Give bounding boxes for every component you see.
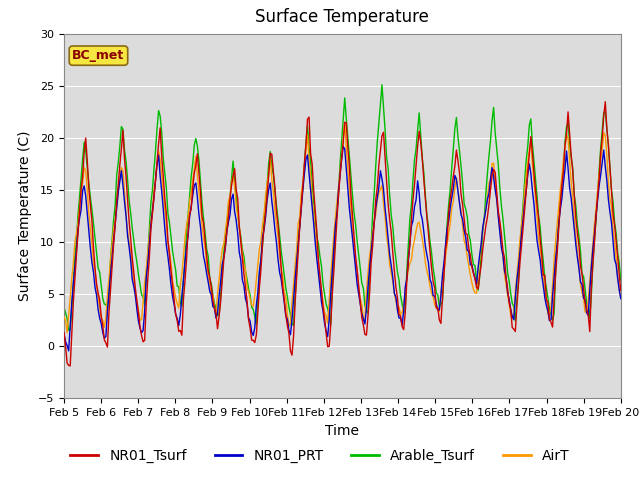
AirT (305, 157, 313, 163)
NR01_Tsurf (617, 288, 625, 293)
X-axis label: Time: Time (325, 424, 360, 438)
NR01_PRT (130, 284, 138, 289)
Arable_Tsurf (378, 82, 386, 88)
Line: NR01_Tsurf: NR01_Tsurf (64, 102, 621, 366)
NR01_Tsurf (130, 270, 138, 276)
NR01_PRT (589, 246, 596, 252)
Y-axis label: Surface Temperature (C): Surface Temperature (C) (19, 131, 33, 301)
Arable_Tsurf (130, 238, 138, 244)
Arable_Tsurf (246, 292, 254, 298)
NR01_Tsurf (246, 325, 254, 331)
AirT (130, 278, 138, 284)
NR01_Tsurf (60, 329, 68, 335)
Legend: NR01_Tsurf, NR01_PRT, Arable_Tsurf, AirT: NR01_Tsurf, NR01_PRT, Arable_Tsurf, AirT (65, 443, 575, 468)
Arable_Tsurf (305, 145, 313, 151)
NR01_PRT (246, 318, 254, 324)
AirT (228, 180, 236, 185)
NR01_Tsurf (602, 99, 609, 105)
Arable_Tsurf (255, 272, 263, 278)
Arable_Tsurf (617, 277, 625, 283)
Arable_Tsurf (228, 177, 236, 183)
NR01_PRT (228, 196, 236, 202)
Line: NR01_PRT: NR01_PRT (64, 146, 621, 351)
AirT (341, 120, 349, 125)
Line: Arable_Tsurf: Arable_Tsurf (64, 85, 621, 330)
NR01_PRT (255, 268, 263, 274)
NR01_Tsurf (588, 286, 595, 291)
Arable_Tsurf (65, 327, 72, 333)
AirT (60, 314, 68, 320)
AirT (617, 295, 625, 300)
NR01_PRT (339, 144, 347, 149)
Line: AirT: AirT (64, 122, 621, 333)
Text: BC_met: BC_met (72, 49, 125, 62)
NR01_PRT (305, 170, 313, 176)
NR01_PRT (60, 331, 68, 337)
NR01_PRT (65, 348, 72, 354)
AirT (246, 296, 254, 302)
NR01_Tsurf (305, 114, 313, 120)
NR01_PRT (617, 296, 625, 301)
NR01_Tsurf (228, 183, 236, 189)
AirT (63, 330, 71, 336)
AirT (589, 240, 596, 246)
Arable_Tsurf (589, 260, 596, 265)
NR01_Tsurf (67, 363, 74, 369)
Title: Surface Temperature: Surface Temperature (255, 9, 429, 26)
Arable_Tsurf (60, 305, 68, 311)
NR01_Tsurf (255, 285, 263, 290)
AirT (255, 246, 263, 252)
